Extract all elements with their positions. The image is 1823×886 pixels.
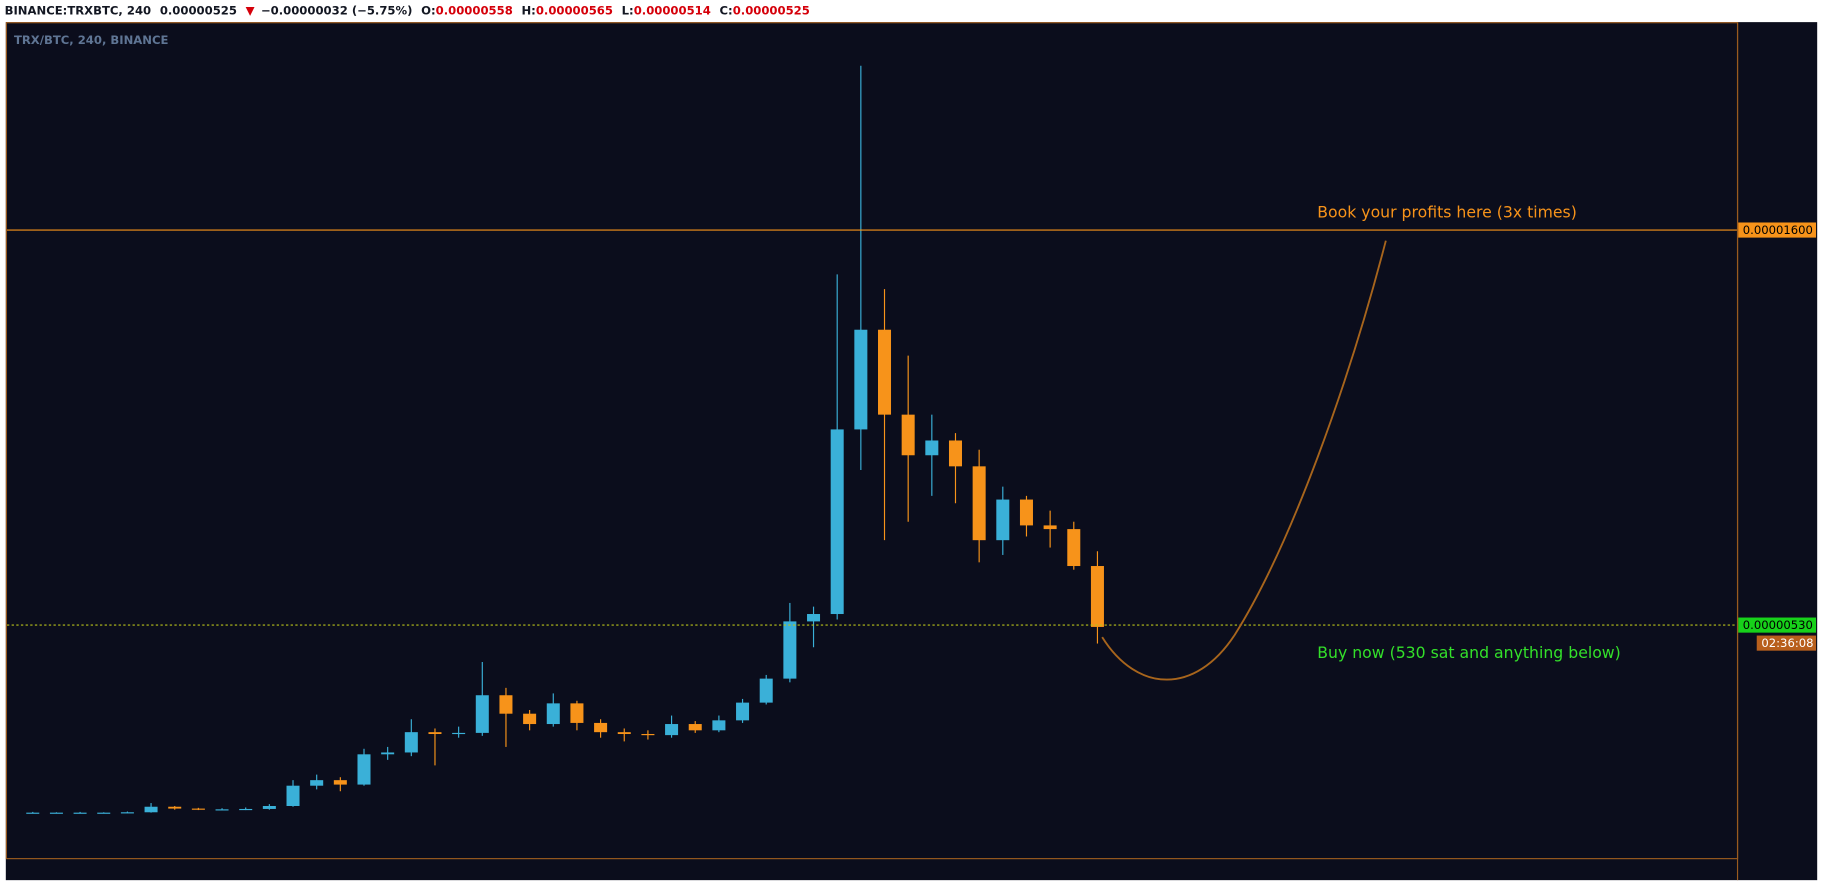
candle-body xyxy=(26,812,40,814)
candle-body xyxy=(783,621,797,679)
candle-body xyxy=(49,812,63,814)
candle-body xyxy=(665,724,679,736)
candle-body xyxy=(546,703,560,725)
annotation-buy: Buy now (530 sat and anything below) xyxy=(1317,643,1621,662)
candle-body xyxy=(97,812,111,814)
annotation-sell: Book your profits here (3x times) xyxy=(1317,202,1577,221)
candle-body xyxy=(1090,566,1104,627)
candle-body xyxy=(239,808,253,811)
candle-body xyxy=(1067,529,1081,567)
candle-body xyxy=(688,724,702,731)
candle-body xyxy=(357,754,371,785)
candle-body xyxy=(191,808,205,810)
candle-body xyxy=(594,722,608,733)
candle-body xyxy=(948,440,962,467)
candle-body xyxy=(333,780,347,785)
candle-body xyxy=(144,806,158,813)
candle-body xyxy=(475,695,489,733)
candle-body xyxy=(830,429,844,615)
candle-body xyxy=(523,713,537,725)
candle-body xyxy=(925,440,939,456)
open-value: 0.00000558 xyxy=(436,3,513,17)
price-tag xyxy=(1738,222,1817,238)
candle-body xyxy=(168,806,182,809)
candle-body xyxy=(996,499,1010,541)
candle-body xyxy=(499,695,513,714)
countdown-tag xyxy=(1756,635,1817,651)
candle-body xyxy=(120,812,134,814)
symbol: BINANCE:TRXBTC, 240 xyxy=(5,3,151,17)
candle-body xyxy=(1019,499,1033,526)
low-label: L: xyxy=(622,3,634,17)
candle-body xyxy=(310,780,324,786)
candle-body xyxy=(570,703,584,723)
open-label: O: xyxy=(421,3,436,17)
candle-body xyxy=(712,720,726,731)
candle-body xyxy=(73,812,87,814)
projection-curve xyxy=(1101,240,1387,681)
countdown-label: 02:36:08 xyxy=(1761,636,1813,650)
candle-body xyxy=(262,806,276,809)
candle-body xyxy=(617,732,631,735)
candle-body xyxy=(404,732,418,753)
header-line: BINANCE:TRXBTC, 240 0.00000525 ▼ −0.0000… xyxy=(5,3,810,17)
candle-body xyxy=(1043,525,1057,530)
candle-body xyxy=(972,466,986,541)
price-tag xyxy=(1738,617,1817,633)
candle-body xyxy=(901,414,915,456)
close-label: C: xyxy=(720,3,733,17)
candle-body xyxy=(759,678,773,703)
candle-body xyxy=(854,329,868,430)
candle-body xyxy=(736,702,750,721)
close-value: 0.00000525 xyxy=(733,3,810,17)
price-tag-label: 0.00000530 xyxy=(1743,618,1813,632)
price-tag-label: 0.00001600 xyxy=(1743,223,1813,237)
candle-body xyxy=(428,732,442,735)
last-price: 0.00000525 xyxy=(160,3,237,17)
high-label: H: xyxy=(521,3,535,17)
candle-body xyxy=(878,329,892,415)
axes: 0.00001600 0.00000530 02:36:08 xyxy=(1738,222,1817,651)
candle-body xyxy=(286,785,300,807)
low-value: 0.00000514 xyxy=(634,3,711,17)
change: −0.00000032 (−5.75%) xyxy=(261,3,412,17)
candle-body xyxy=(215,809,229,811)
candle-body xyxy=(452,732,466,735)
high-value: 0.00000565 xyxy=(536,3,613,17)
candle-body xyxy=(641,734,655,736)
plot xyxy=(6,65,1737,814)
down-arrow: ▼ xyxy=(246,3,255,17)
candle-body xyxy=(807,614,821,622)
chart-label: TRX/BTC, 240, BINANCE xyxy=(14,33,169,47)
candle-body xyxy=(381,752,395,755)
